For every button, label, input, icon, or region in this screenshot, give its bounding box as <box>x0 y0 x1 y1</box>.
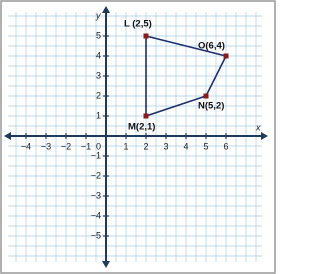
y-tick-label: −4 <box>91 210 101 220</box>
y-tick-label: −1 <box>91 150 101 160</box>
origin-label: 0 <box>96 141 101 151</box>
point <box>143 33 149 39</box>
point-label: O(6,4) <box>198 41 225 52</box>
x-tick-label: 5 <box>203 141 208 151</box>
point-label: L (2,5) <box>124 19 152 30</box>
x-tick-label: 4 <box>183 141 188 151</box>
x-tick-label: 1 <box>123 141 128 151</box>
point-label: M(2,1) <box>128 122 155 133</box>
x-tick-label: 2 <box>143 141 148 151</box>
x-tick-label: 3 <box>163 141 168 151</box>
x-tick-label: 6 <box>223 141 228 151</box>
y-axis-label: y <box>95 10 101 20</box>
y-tick-label: 1 <box>96 110 101 120</box>
point <box>223 53 229 59</box>
x-axis-label: x <box>255 122 261 132</box>
y-tick-label: −2 <box>91 170 101 180</box>
y-tick-label: −3 <box>91 190 101 200</box>
chart: −4 −3 −2 −1 1 2 3 4 5 6 −5 −4 −3 −2 −1 1 2 3 4 5 0 x y L (2,5) O… <box>0 0 276 274</box>
point <box>203 93 209 99</box>
point <box>143 113 149 119</box>
y-tick-label: 2 <box>96 90 101 100</box>
x-tick-label: −2 <box>61 141 71 151</box>
y-tick-label: 3 <box>96 70 101 80</box>
x-tick-label: −4 <box>21 141 31 151</box>
point-label: N(5,2) <box>198 101 224 112</box>
y-tick-label: 4 <box>96 50 101 60</box>
x-tick-label: −3 <box>41 141 51 151</box>
y-tick-label: −5 <box>91 230 101 240</box>
x-tick-label: −1 <box>81 141 91 151</box>
y-tick-label: 5 <box>96 30 101 40</box>
